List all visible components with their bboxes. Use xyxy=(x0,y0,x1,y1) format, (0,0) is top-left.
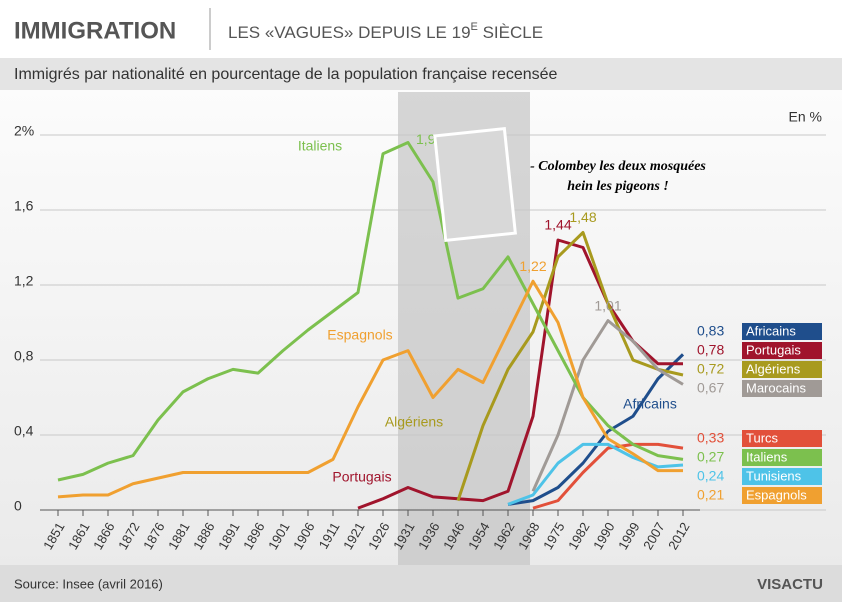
chart-title: Immigrés par nationalité en pourcentage … xyxy=(14,66,558,83)
y-tick-label: 0,8 xyxy=(14,348,34,364)
legend-box xyxy=(742,342,822,359)
y-tick-label: 1,2 xyxy=(14,273,34,289)
value-label: 1,44 xyxy=(544,217,571,233)
value-label: 0,67 xyxy=(697,380,724,396)
header-title: IMMIGRATION xyxy=(14,17,176,44)
value-label: 1,48 xyxy=(569,209,596,225)
legend-box xyxy=(742,487,822,504)
value-label: 0,21 xyxy=(697,487,724,503)
series-annotation: Italiens xyxy=(298,138,342,154)
footer-band xyxy=(0,565,842,602)
value-label: 1,22 xyxy=(519,258,546,274)
legend-label: Portugais xyxy=(746,342,801,357)
y-tick-label: 2% xyxy=(14,123,34,139)
legend-label: Espagnols xyxy=(746,487,807,502)
value-label: 0,83 xyxy=(697,323,724,339)
legend-label: Turcs xyxy=(746,430,779,445)
quote-line: hein les pigeons ! xyxy=(567,179,669,194)
legend-box xyxy=(742,361,822,378)
legend-box xyxy=(742,323,822,340)
series-line xyxy=(507,442,684,506)
photo xyxy=(433,126,517,243)
legend-box xyxy=(742,449,822,466)
legend-box xyxy=(742,380,822,397)
series-annotation: Algériens xyxy=(385,414,443,430)
series-line xyxy=(456,231,684,502)
y-tick-label: 0 xyxy=(14,498,22,514)
legend-label: Algériens xyxy=(746,361,801,376)
subtitle-band xyxy=(0,58,842,90)
legend-label: Africains xyxy=(746,323,796,338)
series-line xyxy=(57,279,683,499)
series-annotation: Africains xyxy=(623,396,677,412)
legend-box xyxy=(742,430,822,447)
value-label: 0,27 xyxy=(697,449,724,465)
series-annotation: Portugais xyxy=(332,469,391,485)
series-line xyxy=(357,238,683,510)
value-label: 1,01 xyxy=(594,297,621,313)
header-subtitle: LES «VAGUES» DEPUIS LE 19E SIÈCLE xyxy=(228,21,543,43)
value-label: 0,72 xyxy=(697,361,724,377)
legend-box xyxy=(742,468,822,485)
header-bg xyxy=(0,0,842,58)
series-line xyxy=(531,319,684,492)
value-label: 0,78 xyxy=(697,342,724,358)
series-line xyxy=(507,353,685,506)
unit-label: En % xyxy=(789,109,822,125)
legend-label: Italiens xyxy=(746,449,788,464)
quote-line: - Colombey les deux mosquées xyxy=(530,159,706,174)
series-line xyxy=(532,442,684,510)
source: Source: Insee (avril 2016) xyxy=(14,576,163,591)
brand: VISACTU xyxy=(757,576,823,593)
legend-label: Tunisiens xyxy=(746,468,802,483)
y-tick-label: 0,4 xyxy=(14,423,34,439)
value-label: 0,24 xyxy=(697,468,724,484)
legend-label: Marocains xyxy=(746,380,806,395)
y-tick-label: 1,6 xyxy=(14,198,34,214)
series-annotation: Espagnols xyxy=(327,327,392,343)
value-label: 0,33 xyxy=(697,430,724,446)
